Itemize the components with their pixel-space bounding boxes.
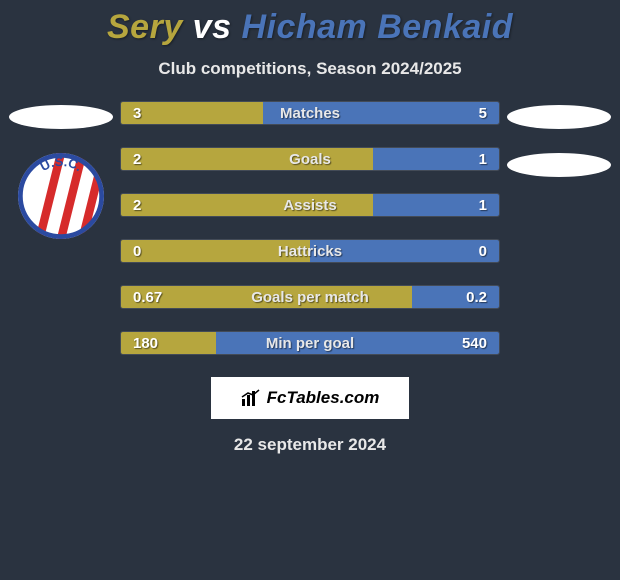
stat-value-right: 1: [479, 197, 487, 214]
comparison-main: U.S.C. 3 Matches 5 2 Goals 1 2 Assists 1 0 Hattric…: [0, 101, 620, 355]
stat-bars: 3 Matches 5 2 Goals 1 2 Assists 1 0 Hattricks 0 0.67…: [116, 101, 504, 355]
stat-fill-left: [121, 102, 263, 124]
stat-value-left: 2: [133, 197, 141, 214]
stat-bar: 3 Matches 5: [120, 101, 500, 125]
stat-fill-right: [216, 332, 500, 354]
stat-fill-left: [121, 148, 373, 170]
badge-placeholder: [507, 105, 611, 129]
stat-bar: 0.67 Goals per match 0.2: [120, 285, 500, 309]
stat-value-right: 0.2: [466, 289, 487, 306]
stat-value-left: 0.67: [133, 289, 162, 306]
comparison-date: 22 september 2024: [0, 435, 620, 455]
badge-placeholder: [507, 153, 611, 177]
stat-label: Hattricks: [278, 243, 342, 260]
stat-label: Assists: [283, 197, 336, 214]
player1-name: Sery: [107, 8, 183, 46]
title-vs: vs: [183, 8, 242, 46]
player2-name: Hicham Benkaid: [241, 8, 513, 46]
badge-placeholder: [9, 105, 113, 129]
stat-bar: 2 Assists 1: [120, 193, 500, 217]
comparison-title: Sery vs Hicham Benkaid: [0, 0, 620, 47]
stat-value-right: 0: [479, 243, 487, 260]
chart-icon: [241, 389, 261, 407]
stat-label: Goals: [289, 151, 331, 168]
watermark-text: FcTables.com: [267, 388, 380, 408]
club-badge: U.S.C.: [18, 153, 104, 239]
stat-value-right: 5: [479, 105, 487, 122]
left-badges: U.S.C.: [6, 101, 116, 355]
comparison-subtitle: Club competitions, Season 2024/2025: [0, 59, 620, 79]
right-badges: [504, 101, 614, 355]
stat-value-left: 180: [133, 335, 158, 352]
stat-value-left: 3: [133, 105, 141, 122]
stat-value-right: 540: [462, 335, 487, 352]
stat-value-left: 0: [133, 243, 141, 260]
stat-bar: 180 Min per goal 540: [120, 331, 500, 355]
stat-value-left: 2: [133, 151, 141, 168]
stat-bar: 2 Goals 1: [120, 147, 500, 171]
watermark: FcTables.com: [211, 377, 409, 419]
stat-label: Matches: [280, 105, 340, 122]
stat-label: Goals per match: [251, 289, 369, 306]
stat-bar: 0 Hattricks 0: [120, 239, 500, 263]
stat-label: Min per goal: [266, 335, 354, 352]
stat-value-right: 1: [479, 151, 487, 168]
